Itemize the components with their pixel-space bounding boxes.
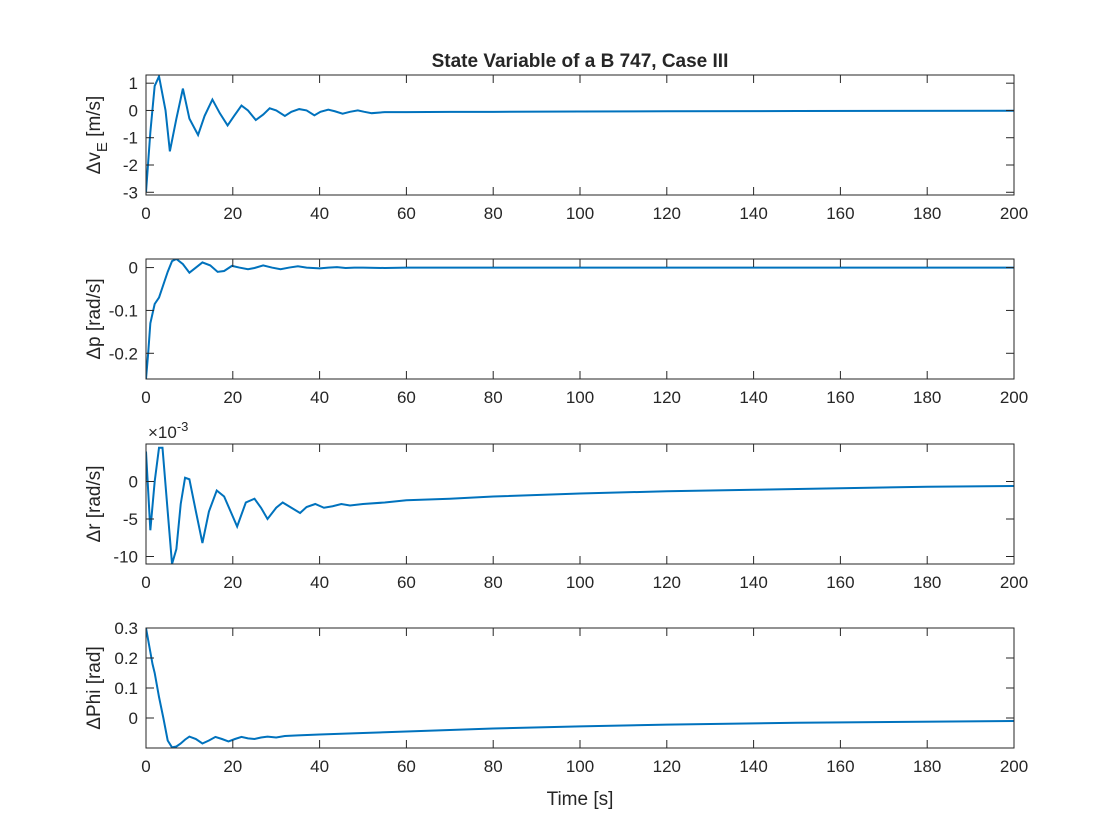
subplot-4: 0 20 40 60 80 100 120 140 160 180 200 0.3 0.2 0.1 0 ΔPh… bbox=[84, 619, 1028, 776]
axes-box bbox=[145, 258, 1015, 380]
x-axis-label: Time [s] bbox=[547, 789, 614, 810]
x-tick-label: 100 bbox=[566, 204, 594, 223]
x-tick-label: 200 bbox=[1000, 388, 1028, 407]
x-tick-label: 120 bbox=[653, 573, 681, 592]
x-tick-label: 180 bbox=[913, 573, 941, 592]
x-tick-label: 120 bbox=[653, 757, 681, 776]
x-tick-label: 200 bbox=[1000, 573, 1028, 592]
x-tick-label: 80 bbox=[484, 204, 503, 223]
subplot-1: 0 20 40 60 80 100 120 140 160 180 200 1 0 -1 -2 -3 ΔvE [… bbox=[84, 74, 1028, 223]
x-tick-label: 200 bbox=[1000, 757, 1028, 776]
y-tick-label: -10 bbox=[113, 548, 138, 567]
x-tick-label: 20 bbox=[223, 573, 242, 592]
y-axis-label: ΔPhi [rad] bbox=[84, 646, 105, 729]
y-tick-label: 0.2 bbox=[114, 649, 138, 668]
y-tick-label: -1 bbox=[123, 129, 138, 148]
y-tick-label: 0 bbox=[129, 101, 138, 120]
x-tick-label: 60 bbox=[397, 388, 416, 407]
y-axis-label: Δr [rad/s] bbox=[84, 465, 105, 542]
x-tick-label: 140 bbox=[739, 388, 767, 407]
x-tick-label: 20 bbox=[223, 204, 242, 223]
axes-box bbox=[145, 74, 1015, 196]
x-tick-label: 60 bbox=[397, 204, 416, 223]
series-line bbox=[146, 259, 1014, 379]
x-tick-label: 40 bbox=[310, 573, 329, 592]
x-tick-label: 180 bbox=[913, 388, 941, 407]
y-tick-label: -5 bbox=[123, 510, 138, 529]
x-tick-label: 80 bbox=[484, 757, 503, 776]
subplot-2: 0 20 40 60 80 100 120 140 160 180 200 0 -0.1 -0.2Δp [… bbox=[84, 258, 1028, 407]
x-tick-label: 0 bbox=[141, 204, 150, 223]
y-tick-label: -0.1 bbox=[109, 301, 138, 320]
x-tick-label: 160 bbox=[826, 388, 854, 407]
subplot-3: 0 20 40 60 80 100 120 140 160 180 200 0 -5 -10 ×10-3 Δr… bbox=[84, 419, 1028, 592]
x-tick-label: 20 bbox=[223, 388, 242, 407]
x-tick-label: 160 bbox=[826, 573, 854, 592]
series-line bbox=[146, 628, 1014, 748]
y-axis-label: Δp [rad/s] bbox=[84, 278, 105, 359]
x-tick-label: 140 bbox=[739, 573, 767, 592]
y-tick-label: 0.3 bbox=[114, 619, 138, 638]
y-tick-label: -3 bbox=[123, 183, 138, 202]
x-tick-label: 60 bbox=[397, 757, 416, 776]
axes-box bbox=[145, 627, 1015, 749]
x-tick-label: 100 bbox=[566, 757, 594, 776]
y-tick-label: -2 bbox=[123, 156, 138, 175]
x-tick-label: 200 bbox=[1000, 204, 1028, 223]
y-axis-label: ΔvE [m/s] bbox=[84, 96, 111, 175]
axes-box bbox=[145, 443, 1015, 565]
x-tick-label: 40 bbox=[310, 204, 329, 223]
y-tick-label: 0 bbox=[129, 709, 138, 728]
x-tick-label: 120 bbox=[653, 388, 681, 407]
y-tick-label: 0.1 bbox=[114, 679, 138, 698]
x-tick-label: 140 bbox=[739, 757, 767, 776]
series-line bbox=[146, 446, 1014, 564]
x-tick-label: 60 bbox=[397, 573, 416, 592]
chart-title: State Variable of a B 747, Case III bbox=[432, 51, 729, 72]
x-tick-label: 0 bbox=[141, 573, 150, 592]
x-tick-label: 140 bbox=[739, 204, 767, 223]
y-tick-label: 0 bbox=[129, 259, 138, 278]
series-line bbox=[146, 75, 1014, 193]
x-tick-label: 40 bbox=[310, 757, 329, 776]
x-tick-label: 0 bbox=[141, 757, 150, 776]
x-tick-label: 180 bbox=[913, 757, 941, 776]
x-tick-label: 180 bbox=[913, 204, 941, 223]
x-tick-label: 40 bbox=[310, 388, 329, 407]
y-tick-label: 0 bbox=[129, 473, 138, 492]
y-tick-label: -0.2 bbox=[109, 344, 138, 363]
x-tick-label: 0 bbox=[141, 388, 150, 407]
x-tick-label: 100 bbox=[566, 388, 594, 407]
x-tick-label: 80 bbox=[484, 388, 503, 407]
x-tick-label: 120 bbox=[653, 204, 681, 223]
x-tick-label: 100 bbox=[566, 573, 594, 592]
x-tick-label: 80 bbox=[484, 573, 503, 592]
y-tick-label: 1 bbox=[129, 74, 138, 93]
y-exponent-label: ×10-3 bbox=[148, 419, 188, 442]
x-tick-label: 20 bbox=[223, 757, 242, 776]
x-tick-label: 160 bbox=[826, 204, 854, 223]
x-tick-label: 160 bbox=[826, 757, 854, 776]
